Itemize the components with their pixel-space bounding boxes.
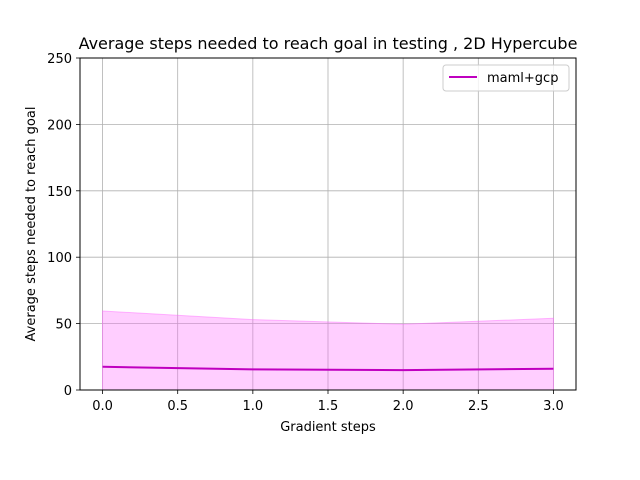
x-tick-label: 0.5 <box>167 399 188 414</box>
y-tick-label: 250 <box>47 52 72 67</box>
y-tick-label: 100 <box>47 251 72 266</box>
x-tick-label: 3.0 <box>543 399 564 414</box>
confidence-band-layer <box>102 310 554 391</box>
legend: maml+gcp <box>442 64 570 92</box>
x-tick-label: 2.0 <box>393 399 414 414</box>
x-tick-label: 1.5 <box>318 399 339 414</box>
legend-label-maml-gcp: maml+gcp <box>487 71 558 86</box>
series-line-layer <box>102 365 554 372</box>
chart-title: Average steps needed to reach goal in te… <box>79 34 578 53</box>
y-axis: 0 50 100 150 200 250 <box>47 52 80 399</box>
legend-box <box>442 64 570 92</box>
y-tick-label: 200 <box>47 118 72 133</box>
y-tick-label: 150 <box>47 185 72 200</box>
x-axis: 0.0 0.5 1.0 1.5 2.0 2.5 3.0 <box>92 390 564 414</box>
y-tick-label: 50 <box>55 318 72 333</box>
series-line <box>102 365 554 372</box>
x-tick-label: 0.0 <box>92 399 113 414</box>
x-axis-label: Gradient steps <box>280 420 376 435</box>
x-tick-label: 1.0 <box>243 399 264 414</box>
y-axis-label: Average steps needed to reach goal <box>24 107 39 342</box>
x-tick-label: 2.5 <box>468 399 489 414</box>
confidence-band <box>102 310 554 391</box>
y-tick-label: 0 <box>64 384 72 399</box>
